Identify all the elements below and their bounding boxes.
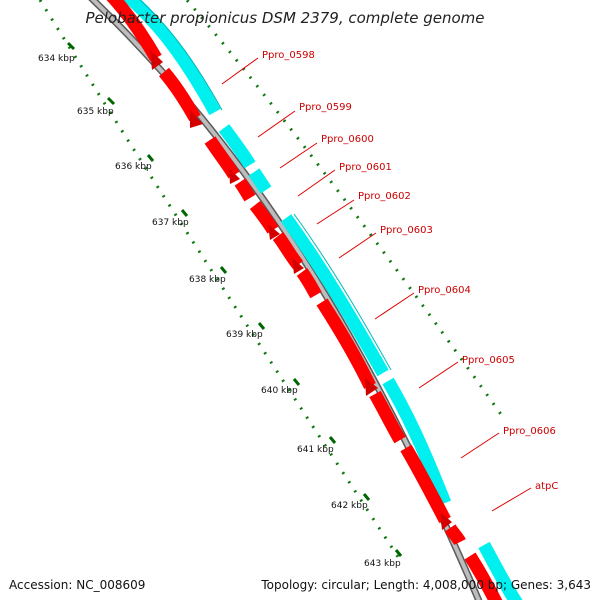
cds-arrow [268,224,280,240]
major-tick [362,493,371,501]
cds-arrow [190,110,203,128]
leader-line [297,169,336,197]
scale-label-641: 641 kbp [297,445,334,455]
orf-segment [382,377,452,506]
scale-label-637: 637 kbp [152,218,189,228]
scale-label-639: 639 kbp [226,330,263,340]
cds-arrow [292,258,304,274]
scale-label-636: 636 kbp [115,162,152,172]
gene-label-ppro-0605[interactable]: Ppro_0605 [462,355,515,366]
cds-segment [400,444,451,523]
leader-line [418,361,459,389]
major-tick [292,378,301,386]
gene-label-ppro-0602[interactable]: Ppro_0602 [358,191,411,202]
leader-line [257,110,296,138]
leader-line [460,432,500,459]
cds-segment [316,298,376,389]
major-tick [219,266,228,274]
gene-label-atpc[interactable]: atpC [535,481,558,492]
scale-label-640: 640 kbp [261,386,298,396]
scale-label-635: 635 kbp [77,107,114,117]
major-tick [394,549,403,557]
major-tick [257,322,266,330]
cds-arrowheads [150,50,452,530]
orf-track-edge [139,0,392,371]
leader-line [221,57,259,85]
orf-track [122,0,523,600]
major-tick [328,436,337,444]
leader-line [316,199,355,225]
map-title: Pelobacter propionicus DSM 2379, complet… [86,9,485,27]
gene-label-leaders [221,57,532,512]
cds-arrow [150,50,163,70]
major-tick [180,209,189,217]
cds-arrow [229,168,240,184]
gene-label-ppro-0601[interactable]: Ppro_0601 [339,162,392,173]
cds-track [106,0,503,600]
cds-segment [369,390,406,444]
scale-label-642: 642 kbp [331,501,368,511]
leader-line [374,292,415,320]
orf-segment [248,168,272,194]
cds-segment [234,178,256,202]
accession-label: Accession: NC_008609 [9,578,146,592]
cds-arrow [440,512,452,530]
outer-tick-line [184,0,507,421]
cds-segment [296,268,322,299]
cds-segment [464,552,503,600]
scale-labels: 634 kbp 635 kbp 636 kbp 637 kbp 638 kbp … [38,54,401,569]
orf-segment [478,541,523,600]
scale-label-638: 638 kbp [189,275,226,285]
gene-labels: Ppro_0598 Ppro_0599 Ppro_0600 Ppro_0601 … [262,50,558,492]
scale-label-634: 634 kbp [38,54,75,64]
cds-segment [106,0,162,62]
gene-label-ppro-0599[interactable]: Ppro_0599 [299,102,352,113]
backbone-shadow [88,0,483,600]
gene-label-ppro-0604[interactable]: Ppro_0604 [418,285,471,296]
orf-segment [280,214,389,377]
genome-summary: Topology: circular; Length: 4,008,000 bp… [261,578,591,592]
gene-label-ppro-0598[interactable]: Ppro_0598 [262,50,315,61]
scale-major-ticks [66,41,403,557]
cds-segment [444,524,466,546]
gene-label-ppro-0600[interactable]: Ppro_0600 [321,134,374,145]
leader-line [338,232,377,259]
orf-edge [139,0,223,111]
orf-segment [122,0,221,116]
scale-label-643: 643 kbp [364,559,401,569]
orf-edge [293,213,392,371]
leader-line [491,487,532,512]
gene-label-ppro-0603[interactable]: Ppro_0603 [380,225,433,236]
cds-arrow [365,378,378,396]
major-tick [106,96,116,106]
major-tick [66,41,76,51]
backbone-line [90,0,481,600]
leader-line [279,142,318,169]
orf-segment [218,124,256,169]
gene-label-ppro-0606[interactable]: Ppro_0606 [503,426,556,437]
major-tick [146,154,155,162]
